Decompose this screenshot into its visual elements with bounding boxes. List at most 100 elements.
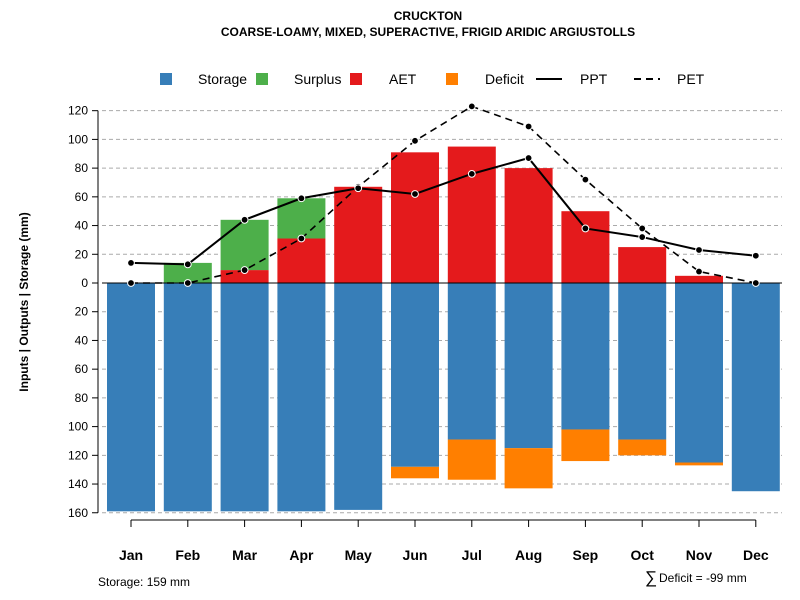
y-tick-label: 80 — [75, 161, 89, 175]
pet-point-jan — [127, 279, 135, 287]
y-tick-label: 60 — [75, 190, 89, 204]
aet-bar-jun — [391, 152, 439, 283]
ppt-point-may — [354, 184, 363, 193]
x-tick-label-may: May — [345, 547, 372, 563]
storage-bar-jan — [107, 283, 155, 512]
legend-label-deficit: Deficit — [485, 71, 524, 87]
axes: 120 100 80 60 40 20 0 20 40 60 80 100 120 140 160 Jan Fe… — [68, 104, 769, 563]
storage-bar-jul — [447, 283, 496, 440]
ppt-point-jan — [127, 258, 135, 267]
legend-label-pet: PET — [677, 71, 705, 87]
x-tick-label-jan: Jan — [119, 547, 143, 563]
ppt-point-aug — [524, 154, 533, 162]
legend-label-aet: AET — [389, 71, 417, 87]
deficit-bar-nov — [675, 462, 723, 466]
aet-bar-aug — [504, 168, 553, 283]
y-tick-label: 60 — [75, 362, 89, 376]
deficit-sum-note: Deficit = -99 mm — [659, 571, 747, 585]
legend-swatch-aet — [350, 73, 362, 85]
surplus-bar-feb — [163, 262, 212, 283]
x-tick-label-feb: Feb — [175, 547, 200, 563]
y-tick-label: 0 — [81, 276, 88, 290]
x-tick-label-aug: Aug — [515, 547, 542, 563]
chart-title: CRUCKTON — [394, 9, 462, 23]
ppt-point-nov — [695, 246, 703, 254]
deficit-bar-oct — [618, 439, 667, 456]
legend-label-storage: Storage — [198, 71, 247, 87]
x-tick-label-oct: Oct — [631, 547, 655, 563]
pet-line — [131, 105, 756, 284]
pet-point-sep — [581, 175, 590, 184]
aet-bar-jul — [447, 146, 496, 283]
gridlines — [102, 110, 782, 514]
deficit-bar-aug — [504, 448, 553, 489]
storage-bar-apr — [277, 283, 326, 512]
y-tick-label: 160 — [68, 506, 88, 520]
surplus-bar-mar — [220, 219, 269, 271]
y-tick-label: 120 — [68, 448, 88, 462]
legend-label-ppt: PPT — [580, 71, 608, 87]
aet-bar-may — [334, 186, 383, 283]
y-tick-label: 120 — [68, 104, 88, 118]
pet-point-nov — [695, 267, 703, 276]
x-tick-label-jun: Jun — [403, 547, 428, 563]
legend-swatch-storage — [160, 73, 172, 85]
pet-point-oct — [638, 224, 647, 233]
deficit-bar-sep — [561, 429, 610, 462]
aet-bar-sep — [561, 211, 610, 283]
y-tick-label: 40 — [75, 333, 89, 347]
deficit-bar-jun — [391, 466, 439, 479]
sigma-symbol: ∑ — [645, 568, 657, 587]
ppt-point-jun — [411, 190, 419, 198]
x-tick-label-sep: Sep — [573, 547, 599, 563]
ppt-point-jul — [467, 169, 476, 178]
pet-point-jun — [411, 136, 419, 145]
x-tick-label-nov: Nov — [686, 547, 713, 563]
storage-bar-may — [334, 283, 383, 510]
ppt-line — [130, 156, 756, 266]
storage-note: Storage: 159 mm — [98, 575, 190, 589]
ppt-point-mar — [240, 215, 249, 224]
y-tick-label: 20 — [75, 247, 89, 261]
pet-point-dec — [751, 279, 760, 287]
ppt-point-sep — [581, 224, 590, 233]
legend-swatch-surplus — [256, 73, 268, 85]
storage-bar-dec — [731, 283, 780, 492]
y-tick-label: 100 — [68, 420, 88, 434]
y-axis-label: Inputs | Outputs | Storage (mm) — [17, 212, 31, 391]
y-tick-label: 80 — [75, 391, 89, 405]
pet-point-feb — [183, 279, 192, 287]
aet-bar-nov — [675, 275, 723, 283]
ppt-point-apr — [297, 194, 306, 203]
storage-bar-jun — [391, 283, 439, 467]
storage-bar-oct — [618, 283, 667, 440]
pet-point-apr — [297, 234, 306, 243]
aet-bar-apr — [277, 238, 326, 283]
storage-bar-nov — [675, 283, 723, 463]
y-tick-label: 20 — [75, 305, 89, 319]
y-tick-label: 40 — [75, 219, 89, 233]
series-lines — [127, 102, 760, 287]
storage-bar-mar — [220, 283, 269, 512]
legend: Storage Surplus AET Deficit PPT PET — [160, 71, 705, 87]
storage-bar-sep — [561, 283, 610, 430]
legend-swatch-deficit — [446, 73, 458, 85]
bars — [102, 146, 782, 512]
x-tick-label-dec: Dec — [743, 547, 769, 563]
ppt-point-dec — [751, 251, 760, 260]
storage-bar-feb — [163, 283, 212, 512]
x-tick-label-jul: Jul — [462, 547, 482, 563]
ppt-point-oct — [638, 233, 647, 241]
pet-point-mar — [240, 266, 249, 274]
y-tick-label: 100 — [68, 132, 88, 146]
x-tick-label-mar: Mar — [232, 547, 257, 563]
legend-label-surplus: Surplus — [294, 71, 341, 87]
ppt-point-feb — [183, 260, 192, 269]
aet-bar-oct — [618, 247, 667, 283]
pet-point-aug — [524, 122, 533, 131]
x-tick-label-apr: Apr — [289, 547, 314, 563]
deficit-bar-jul — [447, 439, 496, 480]
pet-point-jul — [467, 102, 476, 111]
y-tick-label: 140 — [68, 477, 88, 491]
